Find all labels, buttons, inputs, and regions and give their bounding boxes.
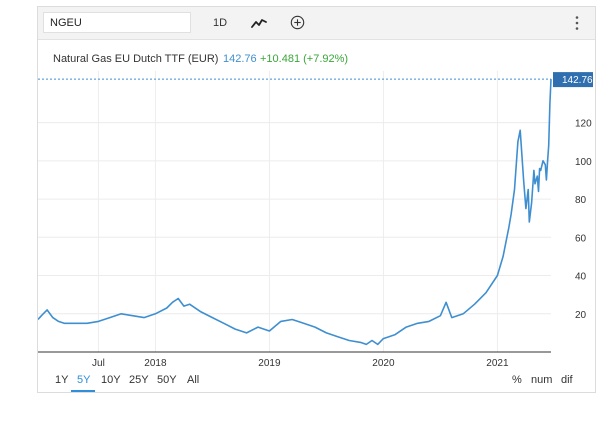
x-tick-label: 2021 — [486, 358, 509, 369]
y-tick-label: 40 — [575, 272, 587, 283]
range-25y-button[interactable]: 25Y — [129, 374, 149, 386]
x-tick-label: 2019 — [258, 358, 281, 369]
x-tick-label: 2020 — [372, 358, 395, 369]
y-tick-label: 80 — [575, 195, 587, 206]
scale-num-button[interactable]: num — [531, 374, 553, 386]
y-tick-label: 120 — [575, 119, 592, 130]
price-line — [38, 79, 552, 346]
x-tick-label: Jul — [92, 358, 105, 369]
range-50y-button[interactable]: 50Y — [157, 374, 177, 386]
range-all-button[interactable]: All — [187, 374, 200, 386]
last-price-label: 142.76 — [562, 75, 593, 86]
line-chart-icon[interactable] — [251, 16, 267, 30]
scale-percent-button[interactable]: % — [512, 374, 522, 386]
range-1y-button[interactable]: 1Y — [55, 374, 69, 386]
active-range-underline — [71, 390, 95, 392]
range-5y-button[interactable]: 5Y — [77, 374, 91, 386]
plus-circle-icon[interactable] — [290, 15, 305, 30]
range-10y-button[interactable]: 10Y — [101, 374, 121, 386]
range-bar: 1Y 5Y 10Y 25Y 50Y All % num dif — [38, 371, 595, 392]
chart-widget: 1D Jul 2018 2019 2020 2021 20 40 60 80 100 120 Na… — [37, 6, 596, 393]
y-tick-label: 100 — [575, 157, 592, 168]
chart-toolbar: 1D — [38, 7, 595, 40]
scale-dif-button[interactable]: dif — [561, 374, 573, 386]
x-tick-label: 2018 — [144, 358, 167, 369]
interval-button[interactable]: 1D — [212, 17, 228, 29]
price-chart: Jul 2018 2019 2020 2021 20 40 60 80 100 120 Natur… — [38, 53, 593, 369]
y-tick-label: 60 — [575, 233, 587, 244]
last-price-tag: 142.76 — [553, 72, 593, 88]
vertical-dots-icon[interactable] — [574, 15, 580, 31]
instrument-name: Natural Gas EU Dutch TTF (EUR) — [53, 53, 218, 65]
header-price: 142.76 — [223, 53, 257, 65]
x-axis: Jul 2018 2019 2020 2021 — [38, 351, 551, 369]
y-tick-label: 20 — [575, 310, 587, 321]
grid — [38, 71, 551, 352]
symbol-input[interactable] — [43, 12, 191, 33]
header-change: +10.481 (+7.92%) — [260, 53, 348, 65]
y-axis: 20 40 60 80 100 120 — [575, 119, 592, 321]
